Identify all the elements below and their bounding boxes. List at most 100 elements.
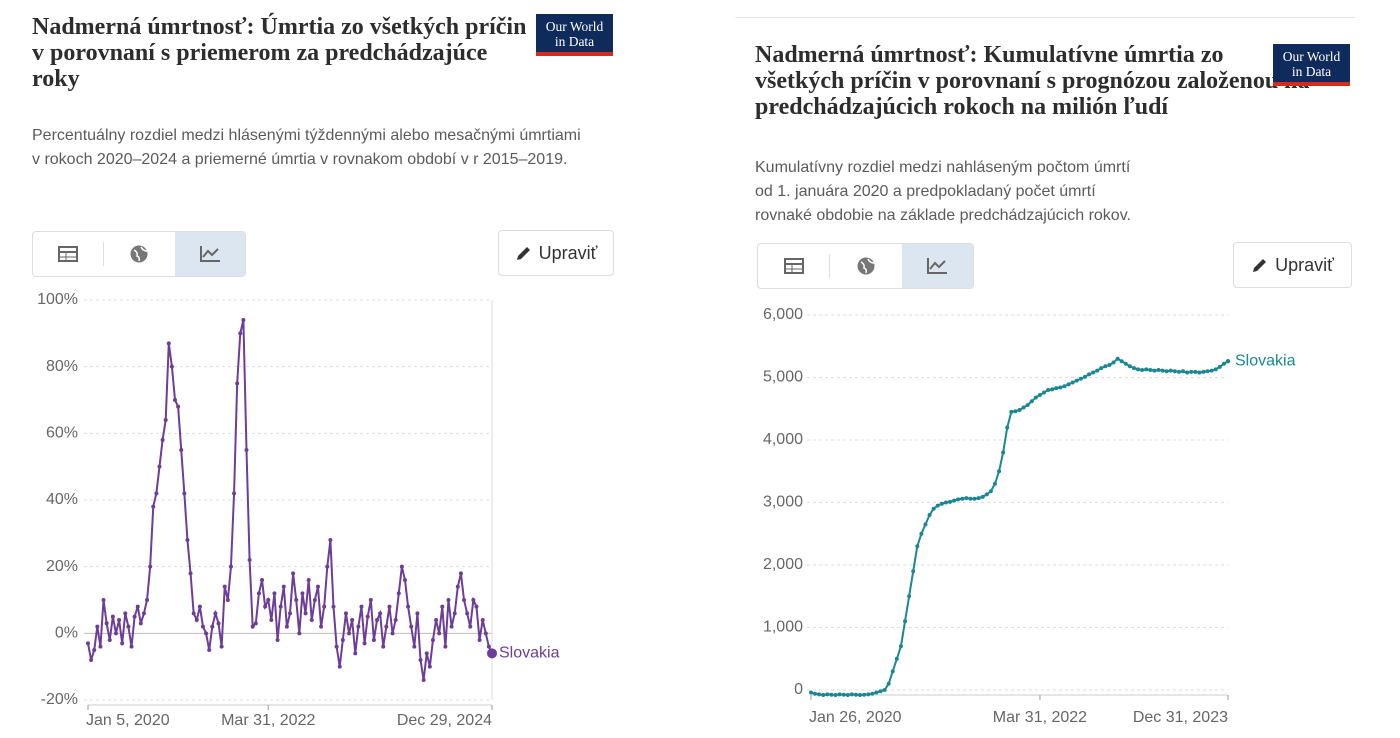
data-point — [409, 624, 414, 629]
data-point — [269, 618, 274, 622]
data-point — [1058, 385, 1063, 390]
data-point — [263, 604, 268, 609]
data-point — [471, 598, 476, 602]
logo[interactable]: Our World in Data — [536, 14, 613, 56]
data-point — [325, 564, 330, 569]
data-point — [825, 692, 830, 697]
data-point — [1070, 380, 1075, 385]
data-point — [138, 621, 143, 626]
map-tab[interactable] — [829, 254, 901, 278]
data-point — [197, 604, 202, 609]
data-point — [98, 644, 103, 649]
data-point — [1042, 390, 1047, 395]
data-point — [113, 631, 118, 636]
data-point — [1217, 364, 1222, 369]
chart-tab[interactable] — [174, 232, 245, 276]
data-point — [1087, 372, 1091, 377]
data-point — [123, 611, 128, 616]
data-point — [462, 598, 467, 602]
edit-button[interactable]: Upraviť — [498, 230, 614, 276]
data-point — [952, 498, 957, 503]
data-point — [468, 624, 473, 629]
data-point — [95, 624, 100, 629]
data-point — [163, 418, 168, 422]
data-point — [303, 611, 308, 616]
data-point — [315, 584, 320, 589]
map-tab[interactable] — [103, 242, 174, 266]
data-point — [353, 651, 358, 656]
data-point — [1127, 364, 1132, 369]
data-point — [1131, 366, 1136, 371]
data-point — [1156, 368, 1161, 372]
data-point — [421, 678, 426, 682]
data-point — [1140, 368, 1145, 372]
data-point — [176, 404, 181, 409]
data-point — [244, 448, 249, 452]
data-point — [312, 598, 317, 602]
data-point — [898, 644, 903, 649]
data-point — [378, 611, 383, 616]
data-point — [829, 692, 834, 697]
chart-subtitle: Kumulatívny rozdiel medzi nahláseným poč… — [755, 159, 1131, 224]
data-point — [1115, 356, 1120, 361]
data-point — [328, 538, 333, 542]
data-point — [911, 569, 916, 574]
y-tick-label: 40% — [46, 491, 78, 508]
data-point — [465, 611, 470, 616]
chart-tab[interactable] — [901, 244, 973, 288]
table-tab[interactable] — [758, 244, 829, 288]
data-point — [1172, 369, 1177, 374]
y-tick-label: 4,000 — [763, 431, 803, 448]
data-point — [104, 621, 109, 626]
data-point — [1189, 369, 1194, 374]
data-point — [300, 591, 305, 596]
data-point — [903, 619, 908, 624]
data-point — [878, 689, 883, 694]
data-point — [943, 500, 948, 505]
data-point — [194, 618, 199, 622]
data-point — [487, 648, 497, 659]
data-point — [306, 578, 311, 582]
data-point — [477, 638, 482, 642]
data-point — [1213, 367, 1218, 372]
data-point — [948, 499, 952, 504]
data-point — [179, 448, 184, 452]
data-point — [446, 598, 451, 602]
data-point — [1181, 369, 1186, 374]
data-point — [915, 544, 920, 549]
table-tab[interactable] — [33, 232, 103, 276]
data-point — [384, 624, 389, 629]
data-point — [1164, 369, 1169, 374]
data-point — [359, 604, 364, 609]
data-point — [225, 598, 230, 602]
data-point — [817, 692, 822, 697]
data-point — [1201, 369, 1206, 374]
logo[interactable]: Our World in Data — [1273, 44, 1350, 86]
data-point — [430, 638, 435, 642]
data-point — [107, 638, 112, 642]
data-point — [86, 641, 90, 646]
data-point — [166, 341, 171, 346]
data-point — [1111, 360, 1116, 365]
data-point — [266, 598, 271, 602]
view-tabs — [757, 243, 974, 289]
data-point — [449, 624, 454, 629]
edit-button[interactable]: Upraviť — [1233, 242, 1352, 288]
data-point — [984, 492, 989, 497]
series-label: Slovakia — [1235, 352, 1296, 369]
data-point — [1176, 369, 1181, 374]
data-point — [219, 644, 224, 649]
data-point — [480, 618, 485, 622]
data-point — [919, 531, 924, 536]
y-tick-label: 0 — [794, 681, 803, 698]
data-point — [1078, 376, 1083, 381]
data-point — [126, 624, 131, 629]
data-point — [1099, 366, 1104, 371]
data-point — [1168, 368, 1173, 373]
data-point — [992, 481, 997, 486]
x-tick-label: Dec 29, 2024 — [397, 712, 492, 729]
data-point — [110, 614, 115, 619]
data-point — [486, 644, 491, 649]
data-point — [886, 681, 891, 686]
